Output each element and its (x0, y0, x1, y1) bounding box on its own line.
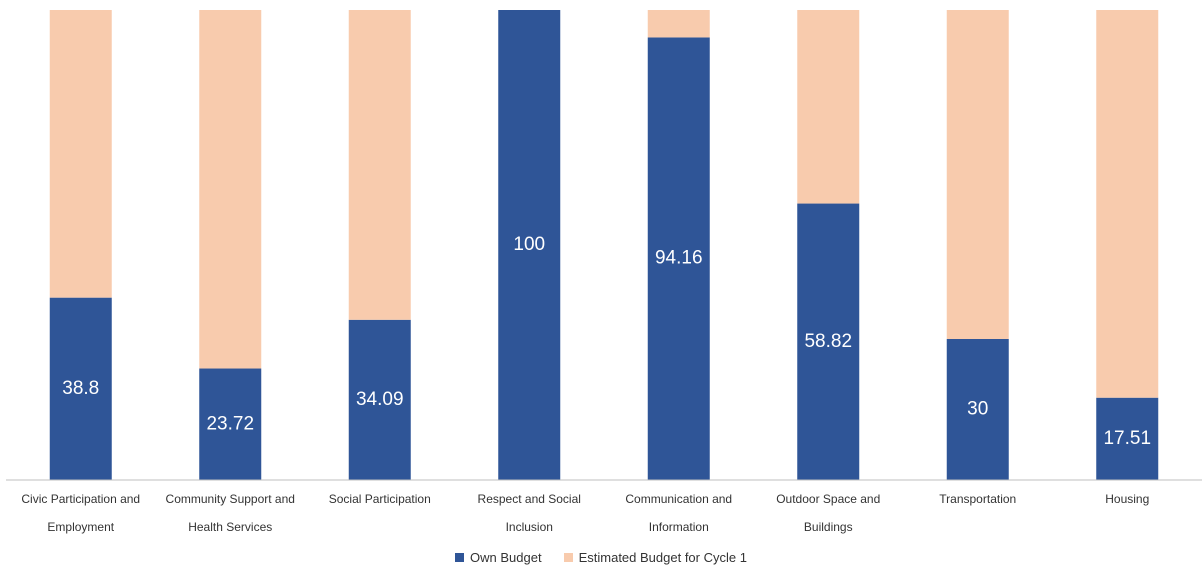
data-label: 17.51 (1103, 428, 1151, 449)
x-tick-label: Social Participation (328, 492, 431, 506)
legend: Own Budget Estimated Budget for Cycle 1 (0, 550, 1202, 565)
bar-segment (49, 10, 112, 298)
bar-segment (199, 10, 262, 369)
data-label: 23.72 (206, 413, 254, 434)
x-tick-label: Respect and Social Inclusion (477, 492, 581, 534)
x-tick-label: Communication and Information (625, 492, 733, 534)
bar-segment (49, 297, 112, 480)
data-label: 100 (513, 234, 545, 255)
bar-segment (1096, 10, 1159, 398)
x-tick-label: Housing (1105, 492, 1150, 506)
x-tick-label: Outdoor Space and Buildings (776, 492, 881, 534)
x-tick-label: Civic Participation and Employment (21, 492, 141, 534)
bar-segment (348, 10, 411, 320)
bar-segment (199, 368, 262, 480)
legend-item: Estimated Budget for Cycle 1 (563, 550, 747, 565)
bar-segment (498, 10, 561, 480)
x-tick-label: Transportation (939, 492, 1017, 506)
bar-segment (797, 10, 860, 204)
bar-segment (348, 319, 411, 480)
data-label: 58.82 (804, 331, 852, 352)
data-label: 38.8 (62, 378, 99, 399)
legend-label: Own Budget (470, 550, 542, 565)
legend-label: Estimated Budget for Cycle 1 (578, 550, 747, 565)
bar-segment (647, 10, 710, 38)
bar-segment (1096, 397, 1159, 480)
plot: 38.8 23.72 34.09 100 94.16 58.82 30 17.51 (6, 10, 1202, 481)
legend-swatch (455, 553, 465, 562)
data-label: 34.09 (356, 389, 404, 410)
bar-segment (946, 339, 1009, 480)
bar-segment (946, 10, 1009, 339)
legend-swatch (563, 553, 573, 562)
x-tick-label: Community Support and Health Services (165, 492, 295, 534)
data-label: 94.16 (655, 248, 703, 269)
bar-segment (647, 37, 710, 480)
bar-segment (797, 203, 860, 480)
data-label: 30 (967, 399, 988, 420)
legend-item: Own Budget (455, 550, 542, 565)
